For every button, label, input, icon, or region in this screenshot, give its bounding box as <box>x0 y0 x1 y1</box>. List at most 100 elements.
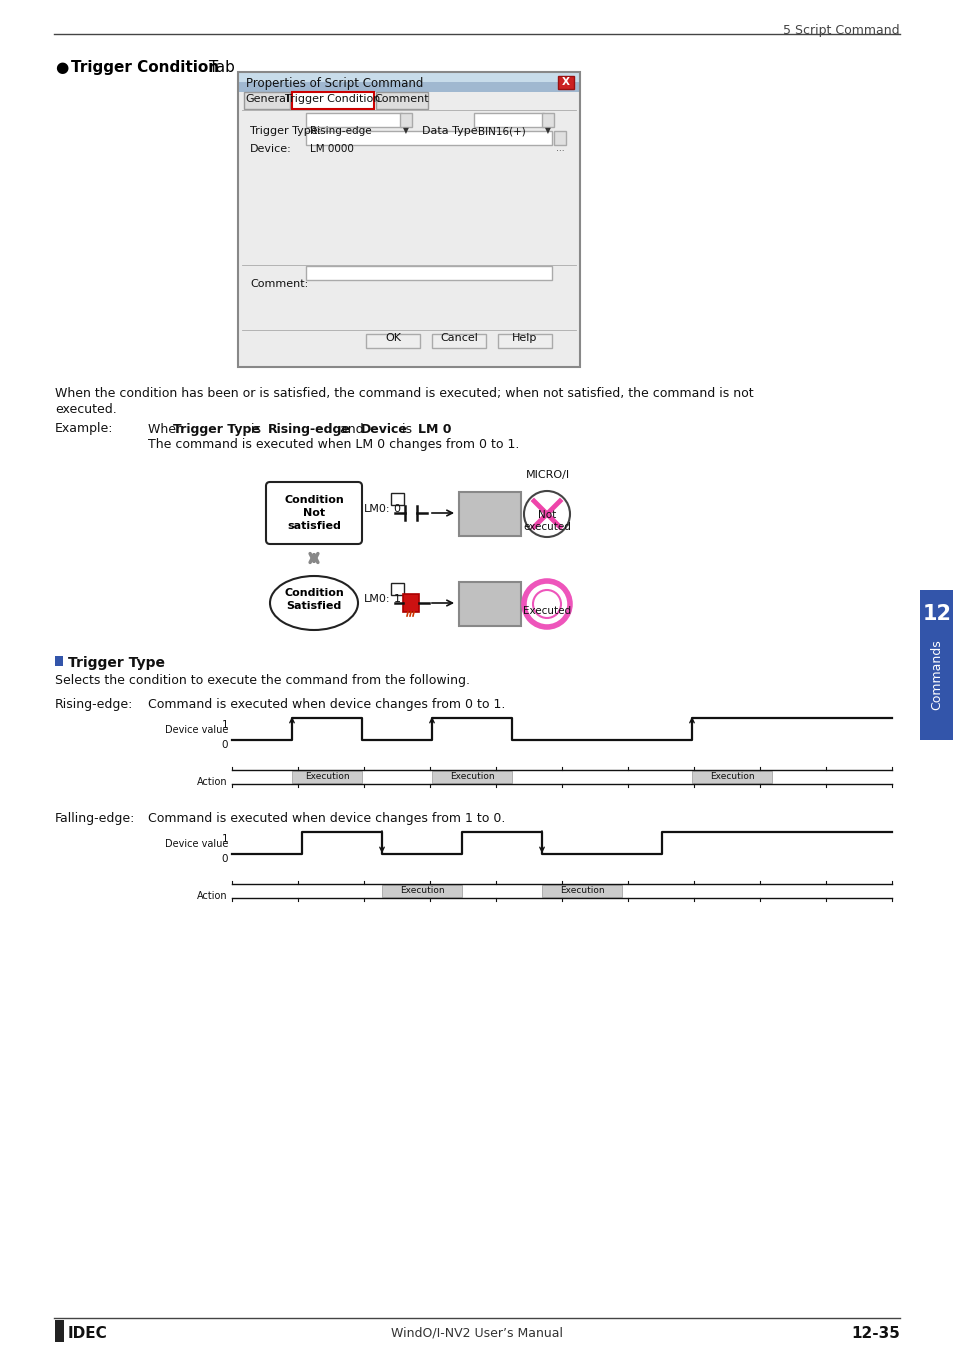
Text: Falling-edge:: Falling-edge: <box>55 811 135 825</box>
Text: Action: Action <box>197 778 228 787</box>
FancyBboxPatch shape <box>237 82 579 92</box>
Text: The command is executed when LM 0 changes from 0 to 1.: The command is executed when LM 0 change… <box>148 437 518 451</box>
FancyBboxPatch shape <box>381 886 461 896</box>
Text: Device: Device <box>360 423 407 436</box>
Text: Comment:: Comment: <box>250 279 308 289</box>
Text: Trigger Condition: Trigger Condition <box>71 59 219 76</box>
Text: LM 0: LM 0 <box>417 423 451 436</box>
Text: Rising-edge:: Rising-edge: <box>55 698 133 711</box>
Text: Condition: Condition <box>284 495 343 505</box>
Text: and: and <box>335 423 367 436</box>
Text: ▼: ▼ <box>402 126 409 135</box>
FancyBboxPatch shape <box>55 1320 64 1342</box>
Text: WindO/I-NV2 User’s Manual: WindO/I-NV2 User’s Manual <box>391 1326 562 1339</box>
FancyBboxPatch shape <box>432 333 485 348</box>
Text: 5 Script Command: 5 Script Command <box>782 24 899 36</box>
Text: 1: 1 <box>221 834 228 844</box>
FancyBboxPatch shape <box>691 771 771 783</box>
Text: ...: ... <box>555 144 564 153</box>
Text: MICRO/I: MICRO/I <box>525 470 570 481</box>
FancyBboxPatch shape <box>541 886 621 896</box>
FancyBboxPatch shape <box>266 482 361 544</box>
Text: Trigger Type:: Trigger Type: <box>250 126 321 136</box>
Text: executed: executed <box>522 522 570 532</box>
FancyBboxPatch shape <box>558 76 574 89</box>
FancyBboxPatch shape <box>375 92 428 109</box>
FancyBboxPatch shape <box>244 92 290 109</box>
Text: is: is <box>247 423 265 436</box>
Text: Device value: Device value <box>165 725 228 734</box>
Text: When: When <box>148 423 188 436</box>
Circle shape <box>523 580 569 626</box>
FancyBboxPatch shape <box>541 113 554 127</box>
Text: Executed: Executed <box>522 606 571 616</box>
Text: X: X <box>561 77 569 86</box>
Text: Action: Action <box>197 891 228 900</box>
Text: executed.: executed. <box>55 404 116 416</box>
FancyBboxPatch shape <box>474 113 543 127</box>
FancyBboxPatch shape <box>306 266 552 279</box>
Text: 0: 0 <box>393 504 400 514</box>
Text: Execution: Execution <box>304 772 349 782</box>
FancyBboxPatch shape <box>554 131 565 144</box>
Circle shape <box>523 491 569 537</box>
Text: 12-35: 12-35 <box>850 1326 899 1341</box>
Text: satisfied: satisfied <box>287 521 340 531</box>
Text: Comment: Comment <box>375 95 429 104</box>
Text: Execution: Execution <box>559 886 603 895</box>
Text: LM0:: LM0: <box>364 594 390 603</box>
Text: BIN16(+): BIN16(+) <box>477 126 525 136</box>
Text: Example:: Example: <box>55 423 113 435</box>
Text: Selects the condition to execute the command from the following.: Selects the condition to execute the com… <box>55 674 470 687</box>
Text: Commands: Commands <box>929 640 943 710</box>
Text: Execution: Execution <box>399 886 444 895</box>
Text: 0: 0 <box>221 855 228 864</box>
FancyBboxPatch shape <box>458 582 520 626</box>
Text: OK: OK <box>385 333 400 343</box>
FancyBboxPatch shape <box>366 333 419 348</box>
Text: Trigger Type: Trigger Type <box>68 656 165 670</box>
Text: Not: Not <box>537 510 556 520</box>
FancyBboxPatch shape <box>919 590 953 740</box>
FancyBboxPatch shape <box>237 72 579 82</box>
Text: Help: Help <box>512 333 537 343</box>
Text: ●: ● <box>55 59 69 76</box>
Text: Satisfied: Satisfied <box>286 601 341 612</box>
Text: 1: 1 <box>393 594 400 603</box>
FancyBboxPatch shape <box>237 92 579 367</box>
Text: Properties of Script Command: Properties of Script Command <box>246 77 423 90</box>
Text: ▼: ▼ <box>544 126 551 135</box>
FancyBboxPatch shape <box>497 333 552 348</box>
Text: Device value: Device value <box>165 838 228 849</box>
Text: General: General <box>245 95 289 104</box>
Text: Device:: Device: <box>250 144 292 154</box>
FancyBboxPatch shape <box>306 131 552 144</box>
FancyBboxPatch shape <box>402 594 418 612</box>
Text: is: is <box>397 423 416 436</box>
Text: Rising-edge: Rising-edge <box>267 423 350 436</box>
Ellipse shape <box>270 576 357 630</box>
FancyBboxPatch shape <box>391 583 403 595</box>
Text: LM0:: LM0: <box>364 504 390 514</box>
FancyBboxPatch shape <box>391 493 403 505</box>
FancyBboxPatch shape <box>399 113 412 127</box>
Text: Cancel: Cancel <box>439 333 477 343</box>
Text: 0: 0 <box>221 740 228 751</box>
Text: Not: Not <box>303 508 325 518</box>
FancyBboxPatch shape <box>432 771 512 783</box>
Text: 12: 12 <box>922 603 950 624</box>
FancyBboxPatch shape <box>55 656 63 666</box>
Text: Command is executed when device changes from 1 to 0.: Command is executed when device changes … <box>148 811 505 825</box>
Text: 1: 1 <box>221 720 228 730</box>
FancyBboxPatch shape <box>458 491 520 536</box>
Text: Condition: Condition <box>284 589 343 598</box>
Circle shape <box>533 590 560 618</box>
Text: Execution: Execution <box>709 772 754 782</box>
Text: Tab: Tab <box>204 59 234 76</box>
Text: Data Type:: Data Type: <box>421 126 480 136</box>
Text: When the condition has been or is satisfied, the command is executed; when not s: When the condition has been or is satisf… <box>55 387 753 400</box>
FancyBboxPatch shape <box>306 113 401 127</box>
Text: Trigger Condition: Trigger Condition <box>285 95 380 104</box>
Text: IDEC: IDEC <box>68 1326 108 1341</box>
Text: Execution: Execution <box>449 772 494 782</box>
